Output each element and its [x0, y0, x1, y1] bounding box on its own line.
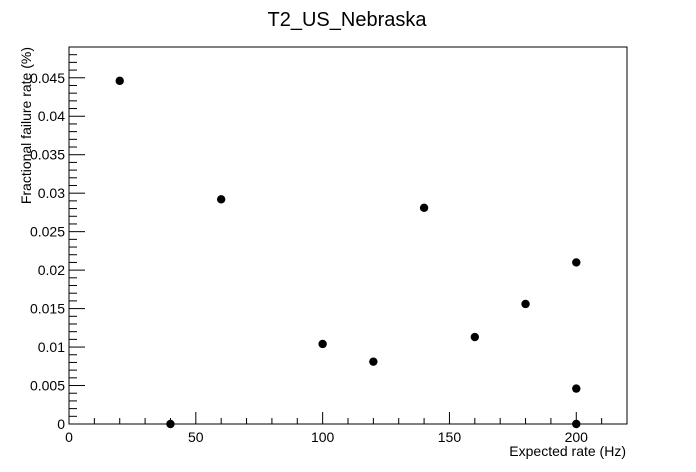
y-tick-label: 0.025 [30, 224, 65, 240]
y-tick-label: 0 [57, 416, 65, 432]
data-point [216, 195, 226, 204]
x-tick-label: 200 [565, 429, 589, 445]
data-point [572, 258, 581, 267]
x-tick-label: 150 [438, 429, 462, 445]
x-axis: 0 50 100 150 200 [65, 412, 628, 445]
y-tick-label: 0.005 [30, 378, 65, 394]
y-axis-label: Fractional failure rate (%) [18, 47, 34, 204]
data-point [419, 203, 429, 213]
y-tick-label: 0.04 [38, 108, 65, 124]
y-tick-label: 0.03 [38, 185, 65, 201]
x-tick-label: 50 [188, 429, 204, 445]
x-tick-label: 100 [311, 429, 335, 445]
x-tick-label: 0 [65, 429, 73, 445]
data-point [115, 76, 124, 86]
y-axis: 0 0.005 0.01 0.015 0.02 0.025 0.03 0.035 0.04 0.0… [30, 46, 85, 432]
data-point [318, 339, 327, 349]
y-tick-label: 0.02 [38, 262, 65, 278]
x-axis-label: Expected rate (Hz) [509, 443, 626, 459]
data-point [470, 332, 480, 342]
data-point [572, 419, 581, 429]
y-tick-label: 0.015 [30, 301, 65, 317]
chart-title: T2_US_Nebraska [268, 9, 428, 31]
y-tick-label: 0.01 [38, 339, 65, 355]
data-point [521, 299, 530, 309]
y-tick-label: 0.035 [30, 147, 65, 163]
y-tick-label: 0.045 [30, 70, 65, 86]
plot-frame [68, 46, 628, 425]
data-points [115, 76, 581, 429]
data-point [166, 419, 175, 429]
data-point [572, 384, 581, 393]
data-point [369, 357, 378, 366]
